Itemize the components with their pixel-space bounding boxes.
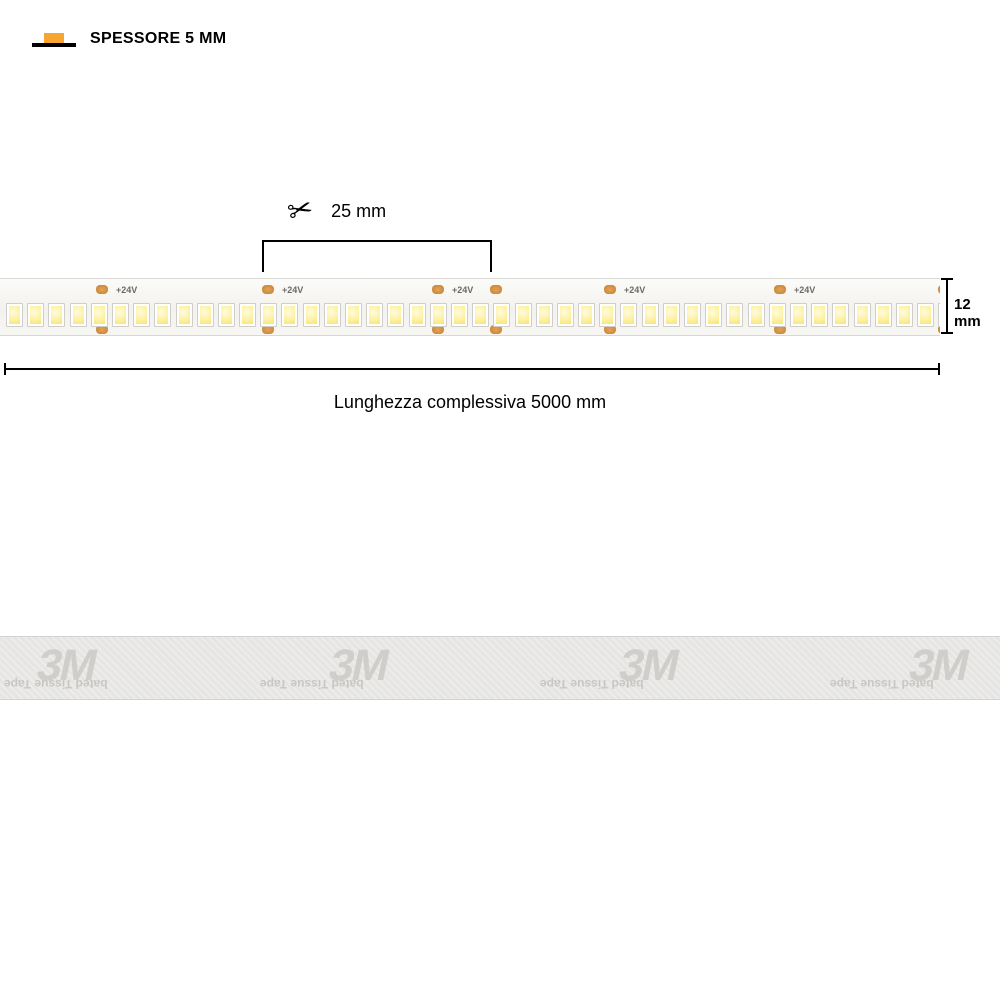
- thickness-icon: [32, 31, 76, 47]
- led-chip: [832, 303, 849, 327]
- solder-pad: [96, 285, 108, 294]
- solder-pad: [490, 285, 502, 294]
- tape-small-text: bated Tissue Tape: [260, 677, 364, 691]
- scissors-icon: ✂: [285, 193, 317, 228]
- led-chip: [663, 303, 680, 327]
- led-chip: [896, 303, 913, 327]
- led-chip: [218, 303, 235, 327]
- led-chip: [536, 303, 553, 327]
- led-chip: [811, 303, 828, 327]
- strip-height-label: 12 mm: [954, 296, 990, 330]
- cut-bracket: [262, 240, 492, 272]
- led-chip: [748, 303, 765, 327]
- led-chip: [260, 303, 277, 327]
- led-chip: [430, 303, 447, 327]
- total-length-label: Lunghezza complessiva 5000 mm: [0, 392, 940, 413]
- solder-pad: [604, 285, 616, 294]
- led-chip: [557, 303, 574, 327]
- thickness-chip: [44, 33, 64, 43]
- solder-pad: [432, 285, 444, 294]
- led-chip: [409, 303, 426, 327]
- voltage-marking: +24V: [452, 285, 473, 295]
- cut-label: 25 mm: [331, 201, 386, 222]
- led-chip: [345, 303, 362, 327]
- adhesive-tape-back: 3M3M3M3Mbated Tissue Tapebated Tissue Ta…: [0, 636, 1000, 700]
- led-chip: [790, 303, 807, 327]
- voltage-marking: +24V: [624, 285, 645, 295]
- led-chip: [281, 303, 298, 327]
- led-chip: [578, 303, 595, 327]
- led-chip: [197, 303, 214, 327]
- solder-pad: [774, 285, 786, 294]
- led-chip: [515, 303, 532, 327]
- led-chip: [620, 303, 637, 327]
- voltage-marking: +24V: [794, 285, 815, 295]
- voltage-marking: +24V: [282, 285, 303, 295]
- led-chip: [91, 303, 108, 327]
- led-chip: [366, 303, 383, 327]
- solder-pad: [262, 285, 274, 294]
- voltage-marking: +24V: [116, 285, 137, 295]
- led-chip: [875, 303, 892, 327]
- led-chip: [769, 303, 786, 327]
- led-chip: [70, 303, 87, 327]
- solder-pad: [938, 285, 940, 294]
- led-chip: [239, 303, 256, 327]
- led-chip: [303, 303, 320, 327]
- led-chip: [726, 303, 743, 327]
- led-chip: [917, 303, 934, 327]
- thickness-base: [32, 43, 76, 47]
- total-length-rule: [4, 368, 940, 370]
- led-chip: [684, 303, 701, 327]
- led-chip: [854, 303, 871, 327]
- led-chip: [27, 303, 44, 327]
- tape-small-text: bated Tissue Tape: [830, 677, 934, 691]
- led-chip: [154, 303, 171, 327]
- led-chip: [112, 303, 129, 327]
- led-chip: [472, 303, 489, 327]
- strip-height-dimension: 12 mm: [946, 278, 990, 334]
- thickness-label: SPESSORE 5 MM: [90, 30, 226, 48]
- led-chip: [938, 303, 940, 327]
- led-chip: [451, 303, 468, 327]
- tape-small-text: bated Tissue Tape: [4, 677, 108, 691]
- led-chip: [387, 303, 404, 327]
- led-chip: [133, 303, 150, 327]
- led-chip: [493, 303, 510, 327]
- thickness-spec: SPESSORE 5 MM: [32, 30, 226, 48]
- led-chip: [599, 303, 616, 327]
- cut-dimension: ✂ 25 mm: [288, 196, 386, 226]
- led-strip-front: +24V +24V +24V +24V +24V: [0, 278, 940, 336]
- tape-small-text: bated Tissue Tape: [540, 677, 644, 691]
- led-chip: [48, 303, 65, 327]
- led-chip: [705, 303, 722, 327]
- led-chip: [6, 303, 23, 327]
- led-row: [0, 303, 940, 325]
- led-chip: [324, 303, 341, 327]
- led-chip: [642, 303, 659, 327]
- led-chip: [176, 303, 193, 327]
